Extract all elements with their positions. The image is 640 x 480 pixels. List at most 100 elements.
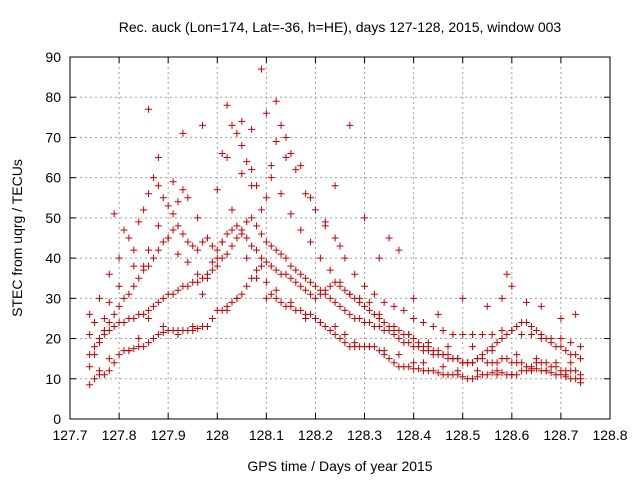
data-point	[331, 322, 339, 330]
data-point	[532, 327, 540, 335]
data-point	[218, 254, 226, 262]
data-point	[95, 294, 103, 302]
data-point	[248, 166, 256, 174]
data-point	[557, 335, 565, 343]
data-point	[302, 286, 310, 294]
data-point	[125, 234, 133, 242]
data-point	[164, 234, 172, 242]
data-point	[262, 278, 270, 286]
data-point	[493, 339, 501, 347]
plot-frame	[69, 56, 611, 420]
data-point	[140, 310, 148, 318]
x-tick-label: 128.3	[347, 427, 382, 443]
data-point	[287, 262, 295, 270]
data-point	[154, 331, 162, 339]
data-point	[385, 327, 393, 335]
data-point	[218, 238, 226, 246]
data-point	[351, 270, 359, 278]
data-point	[199, 238, 207, 246]
data-point	[149, 254, 157, 262]
data-point	[469, 343, 477, 351]
data-point	[493, 371, 501, 379]
data-point	[311, 294, 319, 302]
scatter-series	[86, 262, 585, 389]
data-point	[228, 226, 236, 234]
data-point	[478, 351, 486, 359]
data-point	[356, 294, 364, 302]
data-point	[316, 254, 324, 262]
data-point	[493, 359, 501, 367]
data-point	[390, 322, 398, 330]
data-point	[159, 294, 167, 302]
data-point	[238, 290, 246, 298]
x-tick-label: 128.1	[249, 427, 284, 443]
data-point	[488, 331, 496, 339]
data-point	[149, 302, 157, 310]
data-point	[233, 129, 241, 137]
y-tick-label: 50	[45, 210, 61, 226]
data-point	[140, 206, 148, 214]
data-point	[483, 371, 491, 379]
data-point	[86, 310, 94, 318]
y-tick-label: 40	[45, 250, 61, 266]
data-point	[257, 230, 265, 238]
data-point	[503, 331, 511, 339]
data-point	[91, 375, 99, 383]
data-point	[415, 365, 423, 373]
data-point	[532, 355, 540, 363]
data-point	[203, 322, 211, 330]
data-point	[154, 222, 162, 230]
data-point	[91, 318, 99, 326]
data-point	[277, 121, 285, 129]
data-point	[336, 335, 344, 343]
data-point	[326, 282, 334, 290]
data-point	[159, 322, 167, 330]
data-point	[257, 65, 265, 73]
data-point	[282, 133, 290, 141]
data-point	[257, 206, 265, 214]
data-point	[297, 162, 305, 170]
data-point	[169, 178, 177, 186]
data-point	[154, 298, 162, 306]
data-point	[410, 294, 418, 302]
data-point	[179, 129, 187, 137]
data-point	[130, 262, 138, 270]
data-point	[189, 242, 197, 250]
data-point	[110, 359, 118, 367]
data-point	[336, 242, 344, 250]
data-point	[159, 329, 167, 337]
data-point	[115, 282, 123, 290]
data-point	[105, 367, 113, 375]
data-point	[282, 254, 290, 262]
data-point	[203, 234, 211, 242]
data-point	[145, 314, 153, 322]
data-point	[390, 302, 398, 310]
data-point	[577, 343, 585, 351]
data-point	[287, 274, 295, 282]
data-point	[257, 254, 265, 262]
data-point	[518, 359, 526, 367]
data-point	[346, 121, 354, 129]
y-tick-label: 90	[45, 49, 61, 65]
data-point	[380, 347, 388, 355]
data-point	[415, 343, 423, 351]
data-point	[400, 306, 408, 314]
data-point	[503, 270, 511, 278]
data-point	[370, 290, 378, 298]
y-tick-label: 80	[45, 89, 61, 105]
data-point	[459, 373, 467, 381]
data-point	[95, 367, 103, 375]
data-point	[473, 373, 481, 381]
data-point	[449, 331, 457, 339]
data-point	[164, 202, 172, 210]
data-point	[238, 226, 246, 234]
scatter-series	[91, 65, 580, 326]
data-point	[105, 298, 113, 306]
data-point	[100, 371, 108, 379]
y-tick-label: 60	[45, 170, 61, 186]
data-point	[439, 327, 447, 335]
data-point	[429, 367, 437, 375]
data-point	[287, 210, 295, 218]
y-tick-label: 20	[45, 331, 61, 347]
data-point	[444, 343, 452, 351]
